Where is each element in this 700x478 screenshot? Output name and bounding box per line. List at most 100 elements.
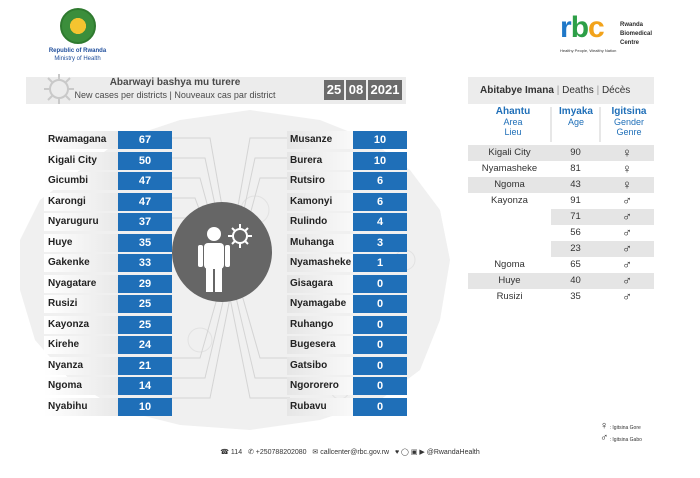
district-name: Ruhango bbox=[290, 318, 334, 330]
death-age: 35 bbox=[570, 291, 581, 302]
district-cases: 47 bbox=[118, 172, 172, 190]
district-row-bg bbox=[44, 192, 126, 211]
district-name: Rulindo bbox=[290, 216, 328, 227]
legend-male-text: : Igitsina Gabo bbox=[609, 437, 642, 443]
district-row-bg bbox=[44, 274, 126, 293]
date-month: 08 bbox=[346, 80, 366, 100]
district-name: Huye bbox=[48, 236, 73, 248]
district-name: Muhanga bbox=[290, 236, 334, 248]
rwanda-seal-icon bbox=[59, 8, 96, 44]
district-cases: 37 bbox=[118, 213, 172, 231]
death-age: 23 bbox=[570, 243, 581, 254]
district-cases: 10 bbox=[353, 131, 407, 149]
col-gender-main: Igitsina bbox=[611, 106, 647, 117]
death-age: 40 bbox=[570, 275, 581, 286]
district-name: Kayonza bbox=[48, 318, 90, 330]
district-name: Ngororero bbox=[290, 380, 339, 391]
district-name: Gakenke bbox=[48, 257, 90, 268]
col-age-header: Imyaka Age bbox=[554, 107, 598, 128]
district-name: Gicumbi bbox=[48, 175, 89, 186]
district-row-bg bbox=[287, 274, 373, 293]
death-age: 81 bbox=[570, 163, 581, 174]
deaths-col-dividers bbox=[550, 107, 601, 142]
district-row-bg bbox=[44, 295, 126, 313]
district-cases: 6 bbox=[353, 172, 407, 190]
district-cases: 10 bbox=[118, 397, 172, 416]
deaths-row bbox=[468, 273, 654, 289]
phone-number: +250788202080 bbox=[255, 449, 307, 456]
district-row-bg bbox=[287, 254, 373, 272]
district-name: Rusizi bbox=[48, 298, 78, 309]
district-row-bg bbox=[44, 233, 126, 252]
district-name: Nyabihu bbox=[48, 400, 88, 412]
district-row-bg bbox=[44, 315, 126, 334]
rbc-name: Rwanda Biomedical Centre bbox=[620, 21, 652, 48]
district-cases: 25 bbox=[118, 315, 172, 334]
male-icon: ♂ bbox=[622, 257, 632, 272]
district-row-bg bbox=[287, 315, 373, 334]
district-cases: 50 bbox=[118, 151, 172, 170]
rbc-logo: rbc Rwanda Biomedical Centre Healthy Peo… bbox=[560, 11, 670, 55]
district-row-bg bbox=[44, 397, 126, 416]
deaths-title-rw: Abitabye Imana bbox=[480, 85, 554, 96]
district-cases: 47 bbox=[118, 192, 172, 211]
ministry-logo: Republic of Rwanda Ministry of Health bbox=[40, 8, 115, 63]
col-gender-sub2: Genre bbox=[616, 127, 642, 137]
col-area-sub1: Area bbox=[503, 117, 523, 127]
death-place: Ngoma bbox=[494, 179, 525, 190]
male-icon: ♂ bbox=[622, 209, 632, 224]
email-icon: ✉ bbox=[312, 449, 319, 456]
district-cases: 0 bbox=[353, 274, 407, 293]
district-cases: 35 bbox=[118, 233, 172, 252]
death-age: 43 bbox=[570, 179, 581, 190]
ministry-line2: Ministry of Health bbox=[54, 56, 101, 62]
district-row-bg bbox=[287, 172, 373, 190]
district-cases: 14 bbox=[118, 377, 172, 395]
district-cases: 0 bbox=[353, 336, 407, 354]
district-row-bg bbox=[287, 397, 373, 416]
footer: ☎ 114 ✆ +250788202080 ✉ callcenter@rbc.g… bbox=[0, 448, 700, 456]
district-row-bg bbox=[44, 213, 126, 231]
district-name: Rutsiro bbox=[290, 175, 325, 186]
social-handle: @RwandaHealth bbox=[426, 449, 480, 456]
ministry-line1: Republic of Rwanda bbox=[48, 48, 107, 54]
female-icon: ♀ bbox=[600, 420, 609, 432]
district-name: Nyaruguru bbox=[48, 216, 99, 227]
rbc-letter-r: r bbox=[560, 11, 572, 44]
male-icon: ♂ bbox=[622, 289, 632, 304]
death-place: Kigali City bbox=[488, 147, 531, 158]
virus-icon bbox=[44, 74, 74, 104]
legend-female-text: : Igitsina Gore bbox=[609, 425, 641, 431]
death-place: Rusizi bbox=[496, 291, 523, 302]
death-place: Ngoma bbox=[494, 259, 525, 270]
person-icon bbox=[198, 224, 252, 292]
death-age: 91 bbox=[570, 195, 581, 206]
rbc-name-line2: Biomedical bbox=[620, 31, 653, 37]
female-icon: ♀ bbox=[622, 145, 632, 160]
deaths-title-fr: Décès bbox=[601, 85, 631, 96]
district-name: Nyamasheke bbox=[290, 257, 352, 268]
deaths-header bbox=[468, 77, 654, 104]
rbc-name-line3: Centre bbox=[620, 40, 640, 46]
merged-cell bbox=[468, 209, 551, 257]
district-row-bg bbox=[44, 151, 126, 170]
male-icon: ♂ bbox=[600, 432, 609, 444]
district-row-bg bbox=[287, 131, 373, 149]
district-cases: 1 bbox=[353, 254, 407, 272]
social-icons: ♥ ◯ ▣ ▶ bbox=[394, 449, 425, 456]
district-name: Karongi bbox=[48, 195, 86, 207]
district-cases: 67 bbox=[118, 131, 172, 149]
district-cases: 0 bbox=[353, 397, 407, 416]
email-address: callcenter@rbc.gov.rw bbox=[320, 449, 390, 456]
female-icon: ♀ bbox=[622, 177, 632, 192]
district-cases: 0 bbox=[353, 295, 407, 313]
col-gender-header: Igitsina Gender Genre bbox=[604, 106, 654, 138]
death-place: Nyamasheke bbox=[481, 163, 538, 174]
whatsapp-icon: ✆ bbox=[247, 449, 254, 456]
district-row-bg bbox=[287, 213, 373, 231]
col-age-sub1: Age bbox=[567, 117, 584, 127]
connector-lines bbox=[170, 137, 290, 399]
district-cases: 0 bbox=[353, 356, 407, 375]
banner-subtitle: New cases per districts | Nouveaux cas p… bbox=[74, 90, 276, 100]
district-row-bg bbox=[44, 172, 126, 190]
